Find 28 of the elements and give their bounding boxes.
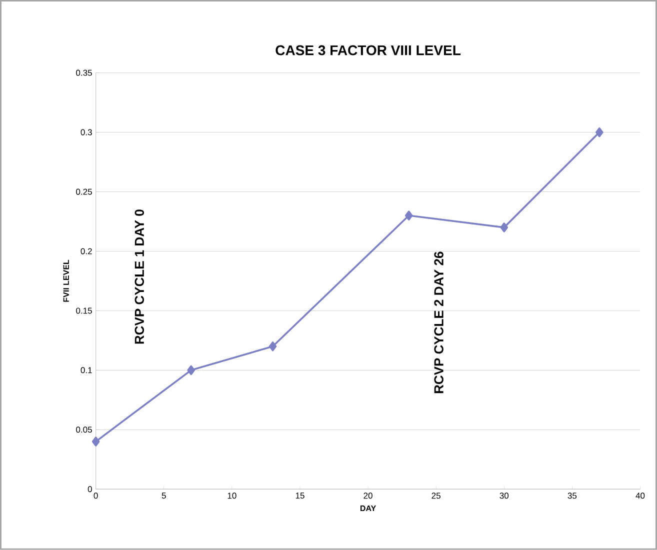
y-tick-label: 0.25 (76, 188, 92, 195)
point (268, 342, 277, 352)
y-tick-label: 0.05 (76, 426, 92, 433)
x-tick-label: 40 (636, 492, 645, 499)
x-axis-title: DAY (360, 506, 376, 512)
annotation: RCVP CYCLE 2 DAY 26 (434, 252, 444, 394)
point (404, 210, 413, 220)
y-tick-label: 0.15 (76, 308, 92, 314)
point (500, 222, 508, 232)
y-axis-title: FVII LEVEL (63, 260, 69, 302)
x-tick-label: 5 (162, 492, 166, 499)
x-tick-label: 15 (296, 492, 304, 499)
y-tick-label: 0.35 (76, 70, 92, 76)
y-tick-label: 0.1 (80, 367, 92, 374)
x-tick-label: 25 (432, 492, 440, 499)
x-tick-label: 20 (364, 492, 372, 499)
y-tick-label: 0.2 (80, 248, 92, 254)
x-tick-label: 30 (500, 492, 509, 499)
y-tick-label: 0 (88, 486, 92, 492)
x-tick-label: 0 (94, 492, 98, 499)
chart-title: CASE 3 FACTOR VIII LEVEL (276, 45, 461, 56)
point (187, 365, 195, 376)
x-tick-label: 10 (228, 492, 236, 499)
y-tick-label: 0.3 (80, 129, 92, 136)
annotation: RCVP CYCLE 1 DAY 0 (134, 210, 144, 344)
point (596, 127, 604, 138)
x-tick-label: 35 (568, 492, 577, 499)
point (92, 436, 100, 446)
